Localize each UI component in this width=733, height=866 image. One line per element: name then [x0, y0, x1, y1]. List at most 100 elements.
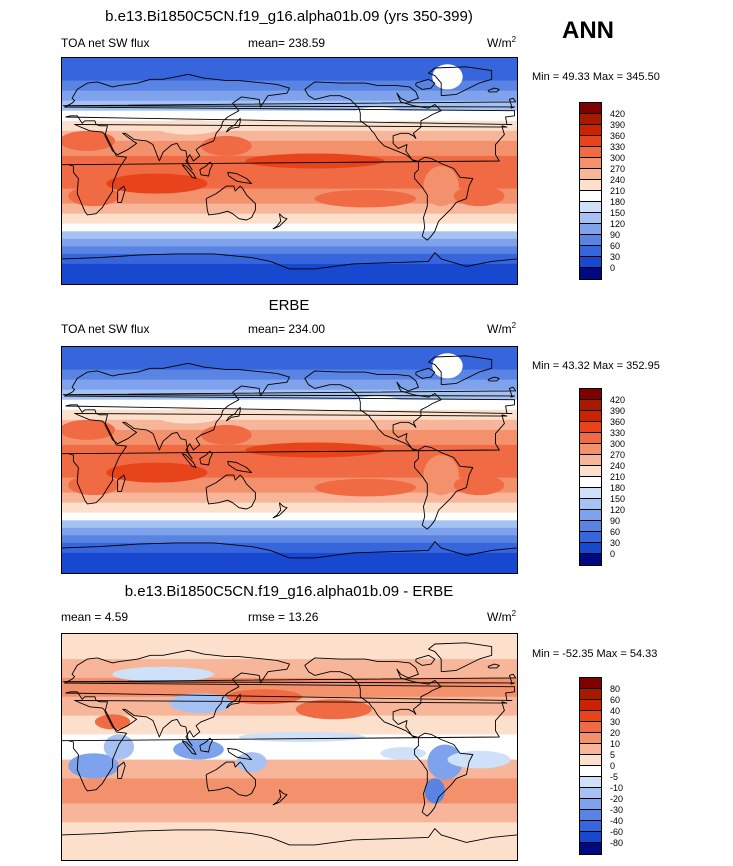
field-band: [62, 552, 517, 573]
colorbar-swatch: [580, 400, 601, 411]
coastline-australia: [205, 185, 256, 221]
field-patch: [106, 173, 208, 194]
field-band: [62, 110, 517, 122]
field-patch: [295, 699, 372, 720]
panel3-units-exp: 2: [511, 609, 517, 618]
field-patch: [314, 478, 416, 497]
coastline-antarctica: [62, 541, 517, 559]
colorbar-tick-label: -60: [610, 827, 624, 837]
colorbar-tick-label: 0: [610, 761, 616, 771]
colorbar-swatch: [580, 455, 601, 466]
field-patch: [314, 189, 416, 208]
colorbar-tick-label: 240: [610, 461, 626, 471]
colorbar-tick-label: -20: [610, 794, 624, 804]
panel1-units-base: W/m: [487, 36, 512, 50]
field-patch: [103, 734, 135, 760]
panel2-units: W/m2: [487, 321, 516, 336]
map-field: [62, 58, 517, 284]
colorbar-swatch: [580, 799, 601, 810]
field-patch: [427, 744, 463, 780]
field-band: [62, 429, 517, 446]
coastline-uk: [62, 386, 517, 398]
colorbar-swatch: [580, 766, 601, 777]
colorbar-swatch: [580, 114, 601, 125]
coastline-africa: [62, 700, 508, 792]
coastline-japan: [225, 406, 241, 422]
colorbar-tick-label: 330: [610, 142, 626, 152]
coastline-samerica: [414, 156, 474, 241]
field-patch: [169, 693, 233, 714]
colorbar-swatch: [580, 213, 601, 224]
field-patch: [380, 747, 427, 760]
panel2-minmax: Min = 43.32 Max = 352.95: [532, 360, 660, 372]
field-band: [62, 512, 517, 521]
coastline-sumatra: [181, 164, 197, 179]
panel3-units: W/m2: [487, 609, 516, 624]
colorbar-swatch: [580, 169, 601, 180]
panel1-mean: mean= 238.59: [248, 36, 326, 50]
coastline-sumatra: [181, 740, 197, 755]
colorbar-tick-label: 210: [610, 472, 626, 482]
field-band: [62, 223, 517, 232]
field-patch: [173, 739, 224, 760]
field-band: [62, 80, 517, 92]
field-band: [62, 492, 517, 504]
coastline-antarctica: [62, 828, 517, 846]
map-field: [62, 634, 517, 860]
field-band: [62, 822, 517, 860]
colorbar-swatch: [580, 788, 601, 799]
coastline-australia: [205, 474, 256, 510]
colorbar-swatch: [580, 810, 601, 821]
field-patch: [156, 119, 220, 135]
colorbar-swatch: [580, 444, 601, 455]
colorbar-tick-label: 120: [610, 219, 626, 229]
panel1-map: [61, 57, 518, 285]
colorbar-swatch: [580, 821, 601, 832]
coastline-uk: [62, 673, 517, 685]
colorbar-tick-label: 120: [610, 505, 626, 515]
colorbar-tick-label: 60: [610, 527, 621, 537]
panel3-units-base: W/m: [487, 610, 512, 624]
colorbar-swatch: [580, 389, 601, 400]
coastline-madagascar: [117, 474, 126, 492]
coastline-newzealand: [272, 502, 288, 519]
field-band: [62, 203, 517, 215]
colorbar-swatch: [580, 257, 601, 268]
colorbar-swatch: [580, 158, 601, 169]
colorbar-swatch: [580, 832, 601, 843]
colorbar-swatch: [580, 488, 601, 499]
field-band: [62, 520, 517, 529]
field-patch: [432, 353, 463, 379]
coastline-iceland: [487, 663, 500, 669]
colorbar-swatch: [580, 422, 601, 433]
field-patch: [68, 753, 119, 779]
colorbar-swatch: [580, 125, 601, 136]
colorbar-tick-label: 390: [610, 406, 626, 416]
colorbar-swatch: [580, 843, 601, 854]
field-band: [62, 246, 517, 255]
panel2-units-exp: 2: [511, 321, 517, 330]
panel3-map-svg: [62, 634, 517, 860]
colorbar-swatch: [580, 733, 601, 744]
coastline-newguinea: [227, 171, 253, 185]
panel3-rmse: rmse = 13.26: [248, 610, 319, 624]
colorbar-swatch: [580, 543, 601, 554]
panel1-units-exp: 2: [511, 35, 517, 44]
field-band: [62, 542, 517, 554]
panel1-minmax: Min = 49.33 Max = 345.50: [532, 71, 660, 83]
season-label: ANN: [562, 17, 614, 44]
coastlines: [62, 355, 517, 559]
map-field: [62, 347, 517, 573]
field-band: [62, 803, 517, 823]
colorbar-tick-label: 300: [610, 153, 626, 163]
field-patch: [352, 107, 404, 122]
colorbar-tick-label: 60: [610, 695, 621, 705]
coastline-greenland: [428, 642, 493, 673]
coastline-greenland: [428, 66, 493, 97]
coastline-borneo: [199, 737, 213, 753]
coastline-iceland: [487, 376, 500, 382]
colorbar-tick-label: 330: [610, 428, 626, 438]
field-band: [62, 58, 517, 82]
field-patch: [62, 130, 116, 151]
colorbar-swatch: [580, 477, 601, 488]
